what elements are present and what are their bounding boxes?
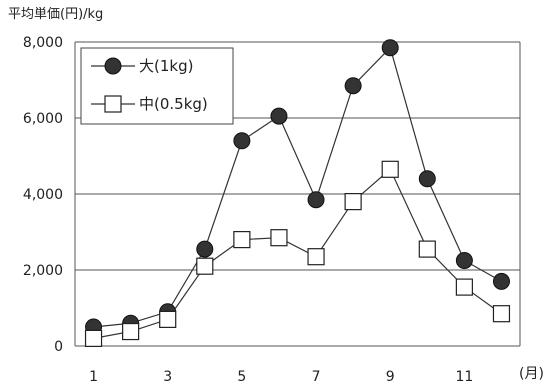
- data-point-square: [418, 240, 436, 258]
- x-tick-label: 11: [455, 369, 473, 385]
- data-point-square: [492, 305, 511, 323]
- data-point-circle: [344, 77, 362, 95]
- y-tick-label: 4,000: [23, 187, 63, 203]
- legend-label: 大(1kg): [139, 57, 193, 75]
- x-tick-label: 5: [237, 369, 246, 385]
- x-tick-label: 7: [312, 369, 321, 385]
- data-point-square: [307, 248, 325, 266]
- data-point-square: [122, 322, 140, 341]
- data-point-square: [270, 229, 288, 247]
- data-point-square: [84, 329, 103, 347]
- legend-marker-square: [104, 95, 122, 113]
- x-tick-label: 3: [163, 369, 172, 385]
- legend-marker-circle: [104, 57, 122, 75]
- y-tick-labels: 0 2,000 4,000 6,000 8,000: [23, 35, 63, 355]
- data-point-square: [196, 257, 214, 275]
- data-point-square: [344, 193, 362, 211]
- data-point-square: [455, 278, 473, 296]
- data-point-square: [233, 231, 251, 249]
- x-tick-label: 1: [89, 369, 98, 385]
- series-group: [84, 39, 511, 347]
- legend: 大(1kg) 中(0.5kg): [80, 47, 234, 125]
- data-point-circle: [418, 170, 436, 188]
- data-point-circle: [381, 39, 399, 57]
- y-tick-label: 2,000: [23, 263, 63, 279]
- data-point-square: [159, 310, 177, 328]
- y-tick-label: 0: [54, 339, 63, 355]
- x-tick-label: 9: [386, 369, 395, 385]
- x-tick-labels: 1 3 5 7 9 11: [89, 369, 473, 385]
- data-point-circle: [492, 272, 510, 290]
- data-point-circle: [307, 191, 325, 209]
- x-axis-unit-label: (月): [519, 366, 544, 382]
- data-point-square: [381, 160, 399, 178]
- data-point-circle: [455, 252, 473, 269]
- data-point-circle: [270, 107, 288, 125]
- y-axis-title: 平均単価(円)/kg: [8, 6, 103, 22]
- data-point-circle: [196, 240, 214, 258]
- y-tick-label: 6,000: [23, 111, 63, 127]
- data-point-circle: [233, 132, 251, 150]
- series-line-2: [93, 168, 502, 339]
- legend-label: 中(0.5kg): [139, 95, 208, 113]
- y-tick-label: 8,000: [23, 35, 63, 51]
- series-2: [84, 160, 511, 347]
